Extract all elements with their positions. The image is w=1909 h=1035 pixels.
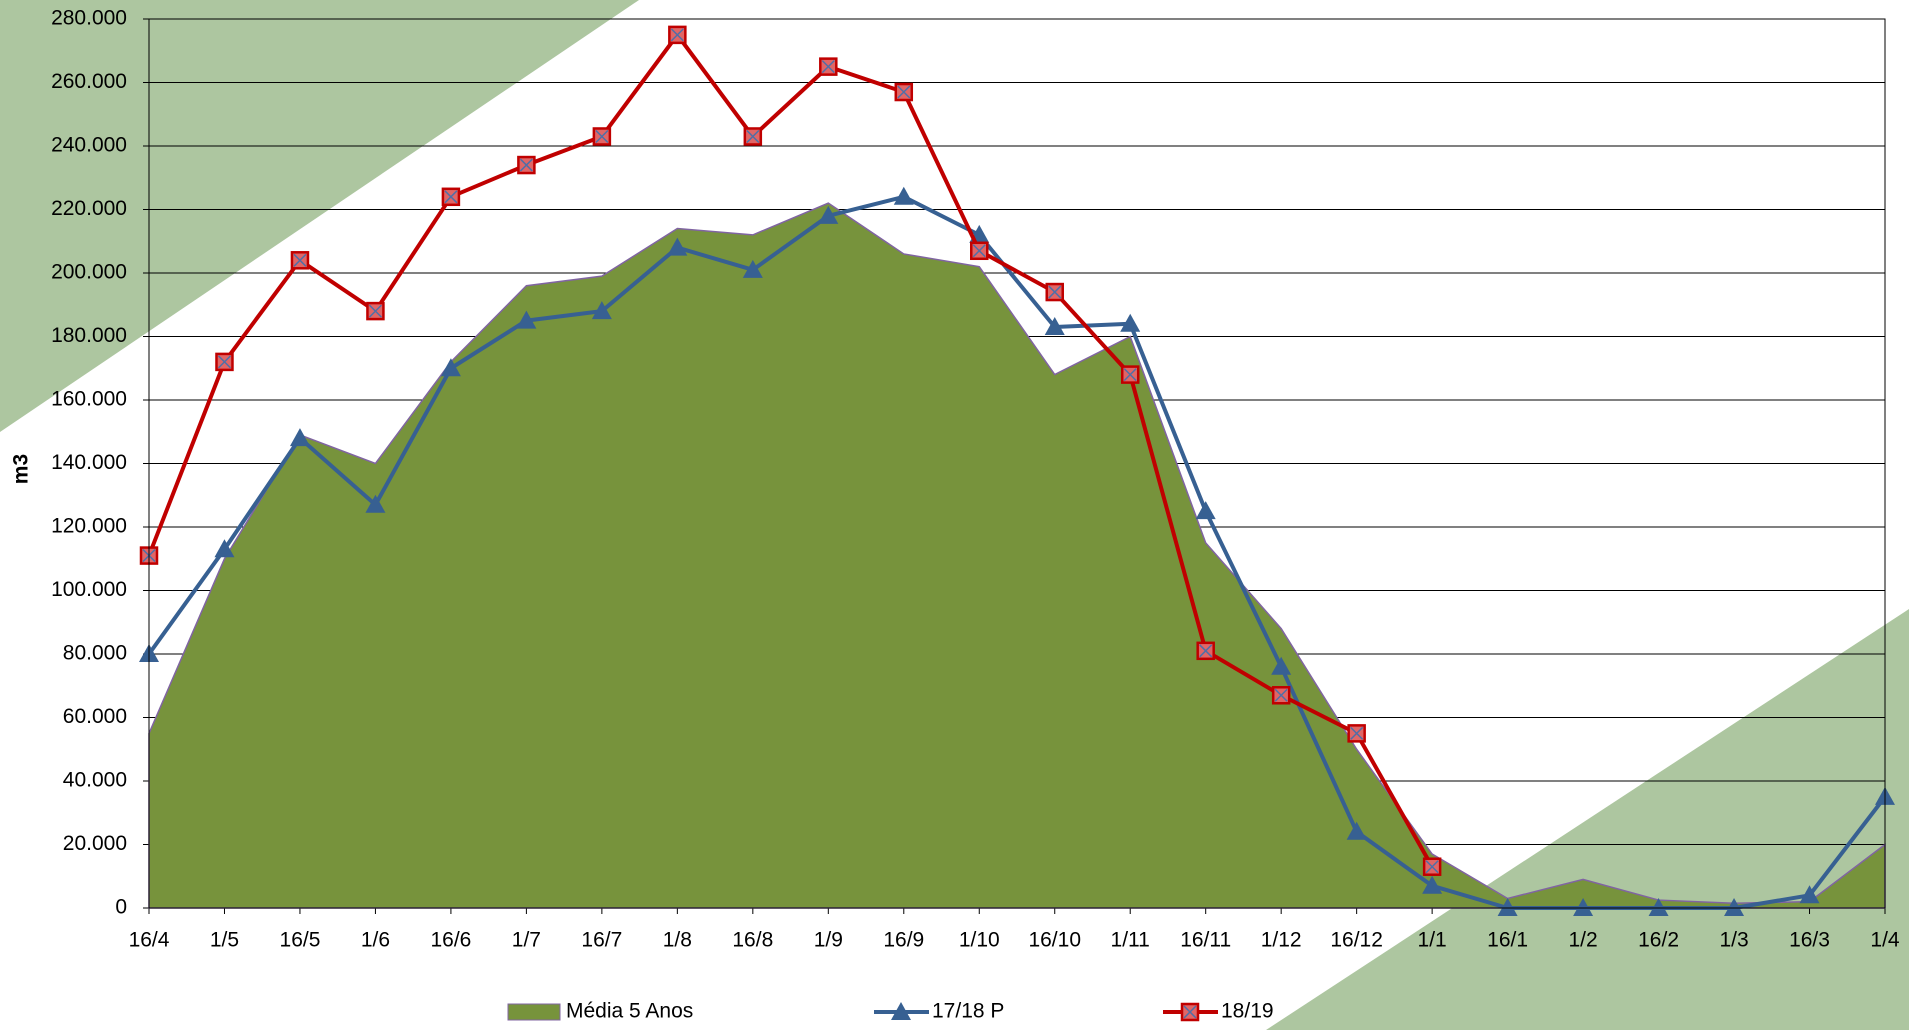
marker: [894, 187, 914, 205]
marker: [669, 27, 685, 43]
x-tick-label: 1/8: [663, 929, 692, 952]
y-tick-label: 140.000: [51, 451, 127, 474]
x-tick-label: 1/10: [959, 929, 1000, 952]
y-tick-label: 160.000: [51, 388, 127, 411]
marker: [1273, 687, 1289, 703]
y-tick-label: 240.000: [51, 134, 127, 157]
x-tick-label: 1/7: [512, 929, 541, 952]
marker: [1198, 643, 1214, 659]
marker: [1047, 284, 1063, 300]
marker: [594, 128, 610, 144]
marker: [745, 128, 761, 144]
legend-label: 18/19: [1221, 1000, 1274, 1023]
x-tick-label: 1/9: [814, 929, 843, 952]
legend-label: 17/18 P: [932, 1000, 1004, 1023]
marker: [896, 84, 912, 100]
y-axis-label: m3: [10, 454, 33, 484]
x-tick-label: 16/8: [732, 929, 773, 952]
x-tick-label: 1/2: [1568, 929, 1597, 952]
x-tick-label: 16/11: [1180, 929, 1231, 952]
x-tick-label: 16/4: [129, 929, 170, 952]
x-tick-label: 1/4: [1870, 929, 1900, 952]
x-tick-label: 1/5: [210, 929, 239, 952]
page: {"chart_data": {"type": "line", "y_label…: [0, 0, 1909, 1030]
y-tick-label: 120.000: [51, 515, 127, 538]
x-tick-label: 1/3: [1719, 929, 1748, 952]
legend-label: Média 5 Anos: [566, 1000, 693, 1023]
y-tick-label: 80.000: [63, 642, 127, 665]
marker: [1424, 859, 1440, 875]
x-tick-label: 16/10: [1028, 929, 1081, 952]
x-tick-label: 16/9: [883, 929, 924, 952]
y-tick-label: 260.000: [51, 70, 127, 93]
x-tick-label: 1/12: [1261, 929, 1302, 952]
marker: [443, 189, 459, 205]
marker: [518, 157, 534, 173]
x-tick-label: 16/3: [1789, 929, 1830, 952]
x-tick-label: 16/2: [1638, 929, 1679, 952]
marker: [216, 354, 232, 370]
marker: [292, 252, 308, 268]
y-tick-label: 0: [115, 896, 127, 919]
marker: [820, 59, 836, 75]
y-tick-label: 100.000: [51, 578, 127, 601]
y-tick-label: 60.000: [63, 705, 127, 728]
x-tick-label: 1/1: [1418, 929, 1447, 952]
y-tick-label: 180.000: [51, 324, 127, 347]
x-tick-label: 1/6: [361, 929, 390, 952]
x-tick-label: 16/7: [581, 929, 622, 952]
x-tick-label: 16/1: [1487, 929, 1528, 952]
marker: [367, 303, 383, 319]
x-tick-label: 16/12: [1330, 929, 1383, 952]
y-tick-label: 20.000: [63, 832, 127, 855]
x-tick-label: 16/5: [280, 929, 321, 952]
marker: [971, 243, 987, 259]
y-tick-label: 200.000: [51, 261, 127, 284]
legend-swatch: [508, 1004, 560, 1020]
marker: [1122, 367, 1138, 383]
y-tick-label: 220.000: [51, 197, 127, 220]
y-tick-label: 280.000: [51, 7, 127, 30]
y-tick-label: 40.000: [63, 769, 127, 792]
marker: [1349, 725, 1365, 741]
x-tick-label: 1/11: [1111, 929, 1150, 952]
marker: [1196, 501, 1216, 519]
legend-marker: [1182, 1004, 1198, 1020]
chart: m3 0 20.000 40.000 60.000 80.000 100.000 120.0…: [0, 0, 1909, 1030]
x-tick-label: 16/6: [430, 929, 471, 952]
